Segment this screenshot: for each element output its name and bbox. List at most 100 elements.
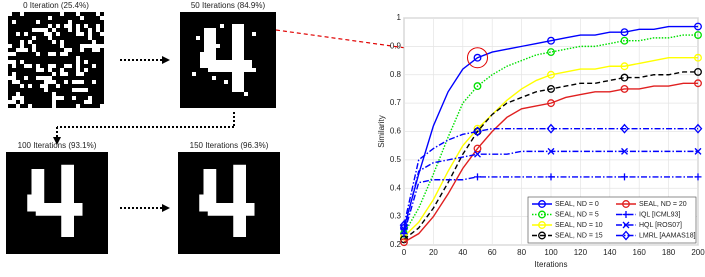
x-tick-label: 60	[488, 248, 497, 257]
pixel	[68, 20, 72, 24]
pixel	[8, 12, 12, 16]
pixel	[24, 76, 28, 80]
pixel	[96, 48, 100, 52]
x-tick-label: 140	[603, 248, 617, 257]
pixel	[76, 88, 80, 92]
pixel	[76, 24, 80, 28]
pixel	[88, 44, 92, 48]
x-tick-label: 120	[574, 248, 588, 257]
marker	[620, 36, 629, 45]
pixel	[40, 68, 44, 72]
pixel	[64, 52, 68, 56]
pixel	[12, 60, 16, 64]
marker	[473, 82, 482, 91]
pixel	[44, 76, 48, 80]
pixel	[12, 20, 16, 24]
pixel-block	[207, 203, 255, 216]
pixel	[20, 40, 24, 44]
series-line	[403, 57, 698, 237]
digit-four	[199, 164, 255, 237]
pixel-block	[208, 60, 252, 72]
pixel	[44, 28, 48, 32]
pixel	[80, 48, 84, 52]
pixel	[48, 36, 52, 40]
pixel	[36, 28, 40, 32]
marker	[547, 70, 555, 79]
x-tick-label: 20	[429, 248, 438, 257]
pixel	[40, 76, 44, 80]
series-line	[403, 71, 698, 240]
pixel	[52, 64, 56, 68]
x-tick-label: 80	[517, 248, 526, 257]
pixel	[20, 44, 24, 48]
marker	[694, 173, 702, 181]
pixel	[68, 64, 72, 68]
pixel	[12, 80, 16, 84]
series-line	[403, 82, 698, 243]
pixel	[52, 52, 56, 56]
pixel	[224, 80, 228, 84]
pixel	[32, 48, 36, 52]
panel-title: 0 Iteration (25.4%)	[23, 1, 89, 10]
arrows	[56, 59, 235, 209]
pixel	[48, 32, 52, 36]
legend-marker	[622, 211, 630, 218]
pixel-block	[233, 164, 246, 237]
zoom-line	[275, 29, 465, 57]
pixel	[28, 40, 32, 44]
pixel	[64, 64, 68, 68]
pixel-block	[61, 164, 74, 237]
pixel	[28, 84, 32, 88]
y-tick-label: 0.7	[390, 98, 402, 107]
pixel	[80, 16, 84, 20]
pixel	[56, 32, 60, 36]
panel-title: 100 Iterations (93.1%)	[18, 141, 97, 150]
digit-four	[27, 164, 83, 237]
pixel	[52, 40, 56, 44]
pixel	[84, 44, 88, 48]
pixel	[80, 72, 84, 76]
pixel-block	[232, 24, 244, 92]
pixel	[44, 88, 48, 92]
pixel	[96, 24, 100, 28]
pixel	[64, 24, 68, 28]
marker	[621, 173, 628, 181]
panel-title: 50 Iterations (84.9%)	[191, 1, 266, 10]
marker	[547, 48, 555, 56]
marker	[474, 150, 481, 158]
pixel	[100, 104, 104, 108]
pixel	[100, 16, 104, 20]
marker	[400, 227, 408, 235]
pixel	[88, 100, 92, 104]
pixel	[76, 64, 80, 68]
legend-label: SEAL, ND = 0	[555, 201, 599, 208]
pixel	[96, 28, 100, 32]
pixel	[88, 96, 92, 100]
pixel	[32, 28, 36, 32]
pixel	[80, 80, 84, 84]
pixel	[36, 64, 40, 68]
pixel	[36, 76, 40, 80]
legend-marker	[538, 221, 546, 229]
pixel	[92, 40, 96, 44]
pixel	[52, 80, 56, 84]
legend-label: HQL [ROS07]	[639, 222, 682, 229]
pixel	[80, 44, 84, 48]
pixel	[80, 88, 84, 92]
pixel-block	[27, 194, 40, 212]
pixel	[48, 64, 52, 68]
y-axis-label: Similarity	[377, 115, 386, 147]
pixel	[56, 96, 60, 100]
pixel	[76, 56, 80, 60]
pixel	[12, 52, 16, 56]
pixel	[20, 48, 24, 52]
pixel	[96, 12, 100, 16]
legend-marker	[622, 200, 630, 208]
y-tick-label: 0.3	[390, 212, 402, 221]
y-tick-label: 1	[397, 13, 402, 22]
pixel	[196, 36, 200, 40]
pixel	[52, 28, 56, 32]
marker	[547, 147, 555, 155]
pixel	[24, 48, 28, 52]
